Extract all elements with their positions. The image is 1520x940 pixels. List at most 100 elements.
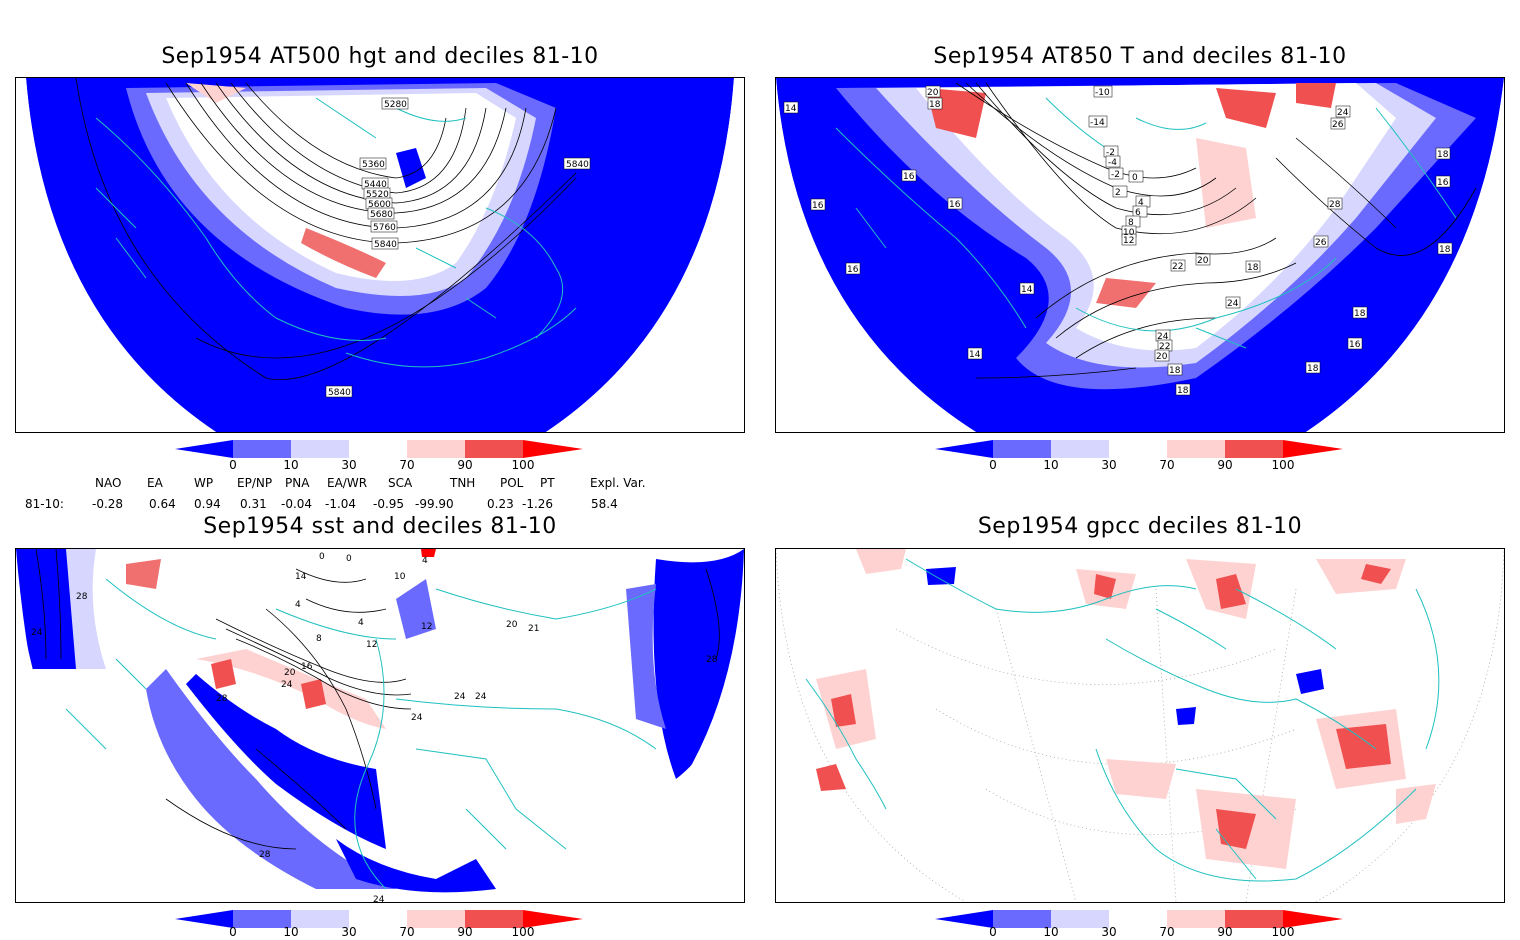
contour-label: 20: [927, 88, 939, 98]
contour-label: 8: [1128, 218, 1134, 228]
colorbar-cell: [1283, 910, 1343, 928]
colorbar-tick: 90: [457, 925, 473, 939]
index-row-label: 81-10:: [25, 497, 64, 511]
index-header: POL: [500, 476, 524, 490]
colorbar-tick: 10: [283, 925, 299, 939]
colorbar-cell: [1225, 910, 1283, 928]
contour-label: 28: [76, 592, 88, 602]
contour-label: 5840: [374, 240, 397, 250]
colorbar-tick: 90: [1217, 925, 1233, 939]
colorbar-cell: [935, 440, 993, 458]
contour-label: 6: [1135, 208, 1141, 218]
colorbar-cell: [349, 440, 407, 458]
contour-label: 24: [31, 628, 43, 638]
contour-label: 24: [454, 692, 466, 702]
colorbar-sst: 0 10 30 70 90 100: [175, 910, 585, 940]
contour-label: 14: [295, 572, 307, 582]
index-header: EP/NP: [237, 476, 273, 490]
contour-label: 26: [1332, 120, 1344, 130]
contour-label: -2: [1111, 170, 1120, 180]
contour-label: 26: [1315, 238, 1327, 248]
colorbar-cell: [233, 440, 291, 458]
contour-label: 28: [1329, 200, 1341, 210]
contour-label: 5440: [364, 180, 387, 190]
colorbar-tick: 10: [283, 458, 299, 472]
contour-label: -14: [1090, 118, 1105, 128]
colorbar-cell: [175, 910, 233, 928]
index-value: 0.23: [487, 497, 514, 511]
contour-label: 18: [1247, 263, 1259, 273]
contour-label: 28: [216, 694, 228, 704]
contour-label: 18: [1439, 245, 1451, 255]
contour-label: 20: [1197, 256, 1209, 266]
panel-title-gpcc: Sep1954 gpcc deciles 81-10: [977, 514, 1303, 539]
contour-label: 0: [1132, 173, 1138, 183]
colorbar-cell: [349, 910, 407, 928]
contour-label: 5840: [328, 388, 351, 398]
colorbar-cell: [1167, 440, 1225, 458]
colorbar-tick: 30: [341, 925, 357, 939]
contour-label: 24: [1157, 332, 1169, 342]
contour-label: 16: [812, 201, 824, 211]
contour-label: 12: [366, 640, 377, 650]
contour-label: 18: [1169, 366, 1181, 376]
colorbar-cell: [407, 910, 465, 928]
index-value: 58.4: [591, 497, 618, 511]
index-value: -0.28: [92, 497, 124, 511]
index-header: SCA: [388, 476, 413, 490]
colorbar-tick: 70: [399, 925, 415, 939]
contour-label: 16: [949, 200, 961, 210]
colorbar-cell: [523, 440, 583, 458]
index-header: WP: [194, 476, 214, 490]
contour-label: 28: [259, 850, 271, 860]
contour-label: 24: [475, 692, 487, 702]
colorbar-cell: [1225, 440, 1283, 458]
contour-label: 16: [301, 662, 313, 672]
colorbar-cell: [1109, 910, 1167, 928]
colorbar-tick: 30: [1101, 925, 1117, 939]
colorbar-tick: 100: [511, 925, 535, 939]
contour-label: 5520: [366, 190, 389, 200]
contour-label: 5280: [384, 100, 407, 110]
index-value: 0.31: [240, 497, 267, 511]
colorbar-cell: [523, 910, 583, 928]
colorbar-cell: [1109, 440, 1167, 458]
panel-title-t850: Sep1954 AT850 T and deciles 81-10: [933, 44, 1347, 69]
map-panel-sst: 28 24 0 0 4 4 10 14 4 8 12 16 20 24 28 2…: [15, 548, 745, 903]
gpcc-map: [776, 549, 1504, 902]
colorbar-tick: 30: [341, 458, 357, 472]
contour-label: 18: [1177, 386, 1189, 396]
colorbar-cell: [233, 910, 291, 928]
colorbar-cell: [465, 910, 523, 928]
index-value: -1.26: [522, 497, 554, 511]
colorbar-cell: [407, 440, 465, 458]
contour-label: 0: [319, 552, 325, 562]
contour-label: 0: [346, 554, 352, 564]
contour-label: 4: [295, 600, 301, 610]
contour-label: 22: [1172, 262, 1183, 272]
contour-label: 18: [929, 100, 941, 110]
map-panel-t850: 20 18 14 -10 -14 -2 -4 -2 0 2 4 6 8 10 1…: [775, 77, 1505, 433]
index-header: TNH: [450, 476, 476, 490]
colorbar-cell: [1283, 440, 1343, 458]
contour-label: 14: [785, 104, 797, 114]
colorbar-tick: 90: [457, 458, 473, 472]
contour-label: 24: [281, 680, 293, 690]
colorbar-tick: 0: [229, 925, 237, 939]
contour-label: -4: [1108, 158, 1117, 168]
map-panel-gpcc: [775, 548, 1505, 903]
hgt-map: 5280 5360 5440 5520 5600 5680 5760 5840 …: [16, 78, 744, 432]
index-header: NAO: [95, 476, 122, 490]
index-header: PT: [540, 476, 555, 490]
contour-label: 20: [506, 620, 518, 630]
index-value: 0.64: [149, 497, 176, 511]
contour-label: 12: [421, 622, 432, 632]
contour-label: 5760: [373, 223, 396, 233]
contour-label: 10: [1123, 228, 1135, 238]
contour-label: 24: [373, 895, 385, 902]
index-value: -0.95: [373, 497, 405, 511]
index-value: -0.04: [281, 497, 313, 511]
contour-label: 24: [411, 713, 423, 723]
colorbar-tick: 10: [1043, 458, 1059, 472]
colorbar-tick: 0: [989, 925, 997, 939]
